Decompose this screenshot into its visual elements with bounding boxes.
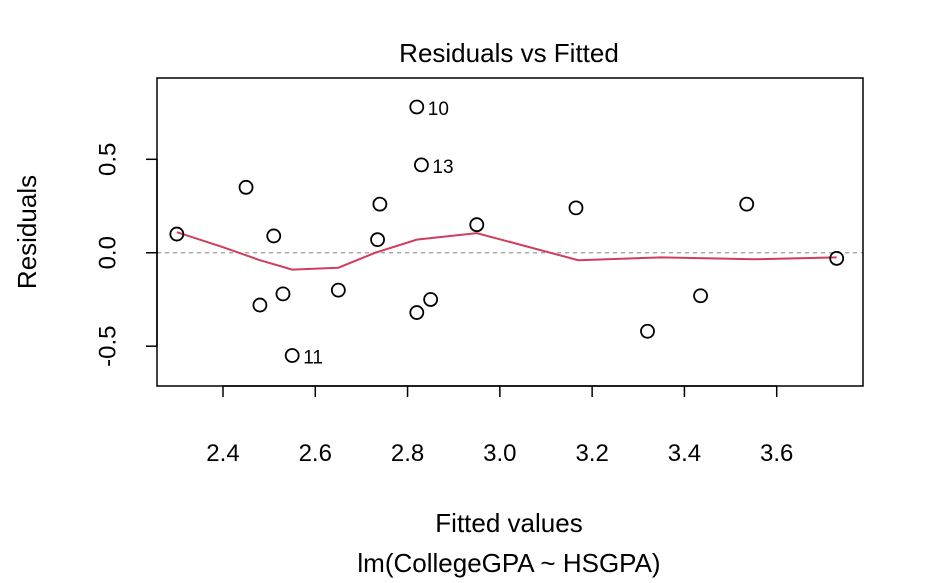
data-point (414, 157, 429, 173)
point-label: 10 (428, 99, 449, 120)
x-tick-label: 3.6 (760, 440, 793, 467)
x-tick-label: 3.4 (668, 440, 701, 467)
data-point (169, 226, 185, 242)
data-point (252, 297, 268, 313)
plot-frame (156, 77, 864, 387)
data-point (829, 250, 845, 266)
x-tick-label: 3.2 (575, 440, 608, 467)
data-point (640, 323, 655, 339)
data-point (423, 292, 439, 307)
x-tick-label: 3.0 (483, 440, 516, 467)
y-tick-label: 0.5 (95, 143, 122, 176)
data-point (372, 196, 388, 212)
data-point (739, 196, 755, 212)
data-point (266, 228, 282, 244)
x-axis-label: Fitted values (435, 508, 582, 538)
x-tick-label: 2.6 (299, 440, 332, 467)
point-label: 13 (432, 157, 453, 178)
x-axis-subtitle: lm(CollegeGPA ~ HSGPA) (357, 548, 660, 578)
data-point (238, 179, 254, 195)
chart-title: Residuals vs Fitted (399, 38, 619, 68)
data-point (370, 232, 385, 248)
points-layer: 11 10 13 (169, 99, 845, 369)
point-label: 11 (303, 348, 323, 369)
data-point (693, 288, 708, 304)
data-point (409, 305, 425, 320)
data-point (284, 348, 300, 363)
y-tick-label: -0.5 (95, 326, 122, 367)
y-axis: -0.5 0.0 0.5 (95, 143, 158, 367)
x-tick-label: 2.8 (391, 440, 424, 467)
y-tick-label: 0.0 (95, 236, 122, 269)
y-axis-label: Residuals (12, 175, 42, 289)
data-point (568, 200, 584, 216)
x-tick-label: 2.4 (206, 440, 239, 467)
data-point (330, 282, 346, 298)
data-point (469, 217, 485, 233)
x-axis: 2.4 2.6 2.8 3.0 3.2 3.4 3.6 (206, 385, 793, 467)
data-point (409, 99, 425, 115)
smoother-line (176, 231, 837, 271)
data-point (275, 286, 291, 302)
